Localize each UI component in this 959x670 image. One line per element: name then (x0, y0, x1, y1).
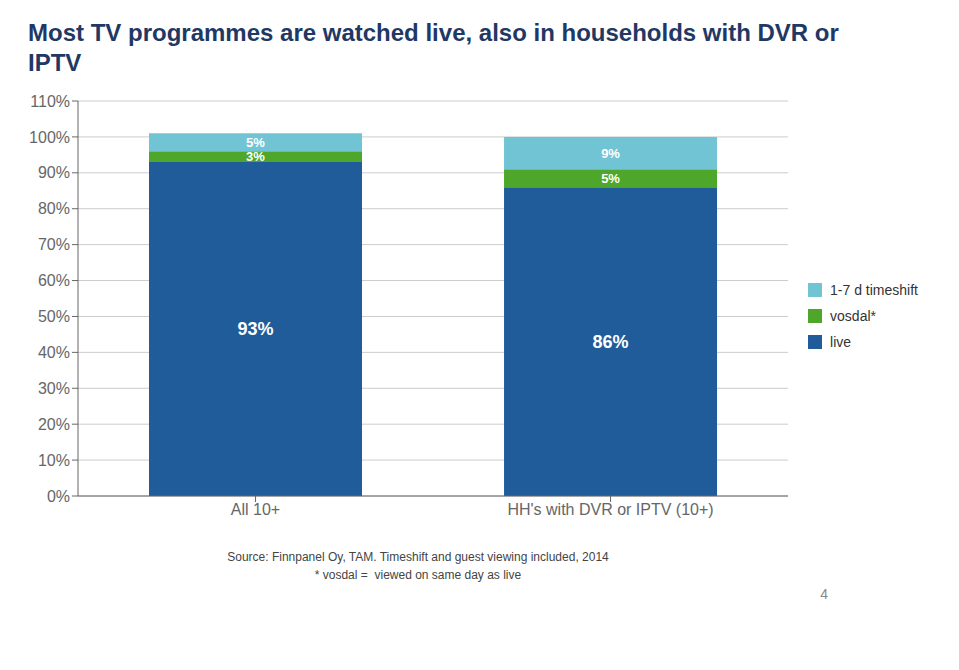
svg-text:10%: 10% (38, 452, 70, 469)
svg-text:110%: 110% (30, 93, 70, 110)
svg-text:100%: 100% (29, 129, 70, 146)
html-text:1-7 d timeshift: 1-7 d timeshift (830, 282, 918, 298)
html-text:Source: Finnpanel Oy, TAM. Tim: Source: Finnpanel Oy, TAM. Timeshift and… (227, 550, 609, 564)
svg-text:20%: 20% (38, 416, 70, 433)
html-text:vosdal*: vosdal* (830, 308, 876, 324)
svg-text:0%: 0% (47, 488, 70, 505)
svg-text:80%: 80% (38, 200, 70, 217)
svg-text:HH's with DVR or IPTV (10+): HH's with DVR or IPTV (10+) (507, 501, 713, 518)
svg-text:60%: 60% (38, 272, 70, 289)
svg-text:90%: 90% (38, 164, 70, 181)
html-text:4: 4 (820, 586, 828, 602)
html-text:live: live (830, 334, 852, 350)
svg-text:5%: 5% (246, 135, 265, 150)
svg-text:30%: 30% (38, 380, 70, 397)
svg-text:3%: 3% (246, 149, 265, 164)
svg-text:9%: 9% (601, 146, 620, 161)
html-text:Most TV programmes are watched: Most TV programmes are watched live, als… (28, 19, 839, 76)
svg-text:40%: 40% (38, 344, 70, 361)
svg-text:5%: 5% (601, 171, 620, 186)
svg-text:86%: 86% (593, 332, 629, 352)
svg-text:All 10+: All 10+ (231, 501, 280, 518)
svg-text:70%: 70% (38, 236, 70, 253)
html-text:* vosdal = viewed on same day: * vosdal = viewed on same day as live (314, 568, 522, 582)
svg-text:93%: 93% (237, 319, 273, 339)
svg-text:50%: 50% (38, 308, 70, 325)
